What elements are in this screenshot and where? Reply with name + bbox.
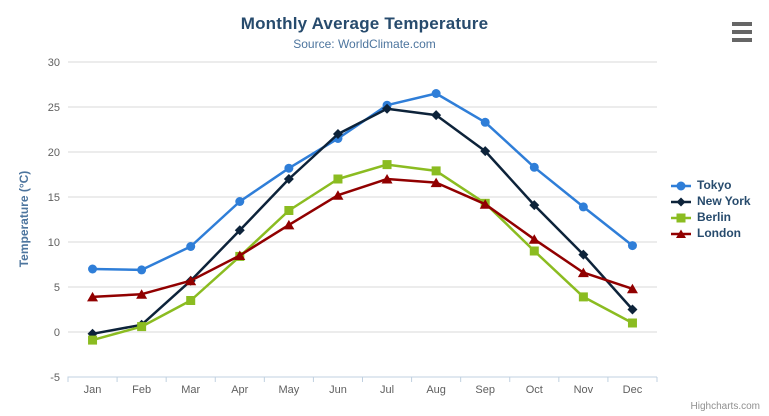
y-axis-tick-label: 5	[54, 282, 60, 294]
y-axis-tick-label: -5	[50, 372, 60, 384]
hamburger-bar	[732, 30, 752, 34]
y-axis-tick-label: 25	[48, 102, 60, 114]
legend: Tokyo New York Berlin London	[671, 179, 751, 240]
x-axis-tick-label: Jun	[329, 384, 347, 396]
legend-item-berlin[interactable]: Berlin	[671, 211, 751, 224]
legend-item-tokyo[interactable]: Tokyo	[671, 179, 751, 192]
y-axis-tick-label: 10	[48, 237, 60, 249]
x-axis-tick-label: Jan	[84, 384, 102, 396]
legend-item-new-york[interactable]: New York	[671, 195, 751, 208]
chart-subtitle: Source: WorldClimate.com	[293, 37, 436, 51]
hamburger-bar	[732, 38, 752, 42]
legend-label: New York	[697, 194, 751, 208]
series-london[interactable]	[87, 174, 638, 302]
x-axis-tick-label: Dec	[623, 384, 643, 396]
legend-label: Tokyo	[697, 178, 732, 192]
series-new-york[interactable]	[87, 103, 638, 339]
x-axis-tick-label: Oct	[526, 384, 543, 396]
y-axis-tick-label: 20	[48, 147, 60, 159]
diamond-marker-icon	[671, 197, 691, 206]
x-axis-tick-label: Sep	[475, 384, 495, 396]
triangle-marker-icon	[671, 229, 691, 238]
x-axis-tick-label: Apr	[231, 384, 248, 396]
legend-label: Berlin	[697, 210, 732, 224]
y-axis-title: Temperature (°C)	[17, 170, 31, 268]
x-axis-tick-label: Jul	[380, 384, 394, 396]
x-axis-tick-label: Feb	[132, 384, 151, 396]
x-axis-tick-label: Mar	[181, 384, 200, 396]
y-axis-tick-label: 30	[48, 57, 60, 69]
highcharts-credits[interactable]: Highcharts.com	[690, 401, 760, 412]
square-marker-icon	[671, 213, 691, 222]
hamburger-bar	[732, 22, 752, 26]
legend-item-london[interactable]: London	[671, 227, 751, 240]
chart-title: Monthly Average Temperature	[240, 14, 489, 33]
x-axis-tick-label: Nov	[574, 384, 594, 396]
x-axis-tick-label: Aug	[426, 384, 446, 396]
circle-marker-icon	[671, 181, 691, 190]
y-axis-tick-label: 0	[54, 327, 60, 339]
x-axis-tick-label: May	[278, 384, 299, 396]
y-axis-tick-label: 15	[48, 192, 60, 204]
series-tokyo[interactable]	[88, 89, 637, 275]
hamburger-menu-icon[interactable]	[732, 22, 752, 42]
legend-label: London	[697, 226, 741, 240]
